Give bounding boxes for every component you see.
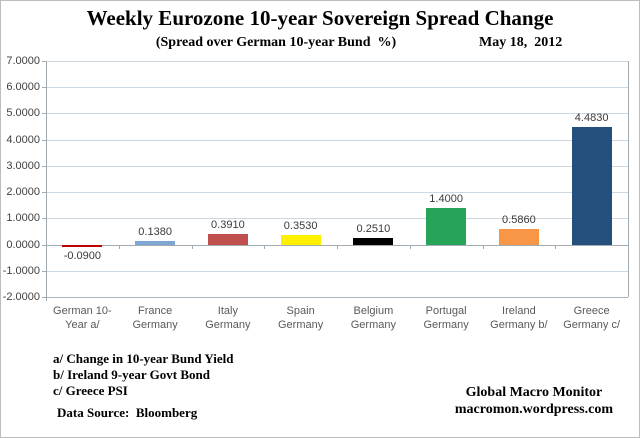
y-axis-tick-label: 3.0000 [6, 159, 40, 172]
bar [498, 229, 539, 245]
bar-value-label: 0.3910 [211, 219, 245, 232]
category-label: Italy Germany [205, 305, 251, 331]
y-axis-tick-label: 5.0000 [6, 107, 40, 120]
y-axis-tick-label: 2.0000 [6, 186, 40, 199]
y-axis-line [46, 61, 47, 301]
gridline [46, 165, 628, 167]
chart-date: May 18, 2012 [479, 35, 563, 50]
bar [353, 237, 394, 245]
bar-value-label: 1.4000 [429, 192, 463, 205]
bar [62, 244, 103, 247]
y-axis-tick [42, 87, 46, 89]
bar [426, 207, 467, 245]
category-axis-tick [46, 244, 47, 249]
chart-subtitle: (Spread over German 10-year Bund %) [155, 35, 397, 50]
bar [280, 235, 321, 245]
y-axis-tick [42, 192, 46, 194]
gridline [46, 297, 628, 298]
bar-value-label: 0.1380 [138, 225, 172, 238]
gridline [46, 139, 628, 141]
category-axis-tick [555, 244, 557, 249]
y-axis-tick-label: 6.0000 [6, 81, 40, 94]
gridline [46, 192, 628, 194]
y-axis-tick [42, 139, 46, 141]
y-axis-tick [42, 270, 46, 272]
category-axis-tick [628, 244, 629, 249]
bar-value-label: 0.3530 [283, 220, 318, 233]
y-axis-tick [42, 218, 46, 220]
category-label: France Germany [132, 305, 178, 331]
bar [571, 127, 612, 245]
credit-name: Global Macro Monitor [465, 385, 603, 400]
y-axis-tick [42, 244, 46, 246]
bar-value-label: -0.0900 [63, 249, 102, 262]
credit-url: macromon.wordpress.com [454, 402, 613, 417]
data-source: Data Source: Bloomberg [57, 405, 198, 420]
y-axis-tick-label: 4.0000 [6, 133, 40, 146]
bar [207, 234, 248, 245]
category-label: Greece Germany c/ [563, 305, 621, 331]
category-label: Spain Germany [278, 305, 324, 331]
category-axis-tick [118, 244, 120, 249]
y-axis-tick [42, 113, 46, 115]
category-axis-tick [264, 244, 266, 249]
y-axis-tick-label: 7.0000 [6, 55, 40, 67]
footnote-a: a/ Change in 10-year Bund Yield [53, 351, 234, 366]
y-axis-tick [42, 165, 46, 167]
footnote-c: c/ Greece PSI [53, 383, 128, 398]
plot-right-border [628, 61, 629, 297]
category-axis-tick [409, 244, 411, 249]
y-axis-tick-label: -2.0000 [2, 291, 40, 303]
y-axis-tick-label: -1.0000 [2, 264, 40, 277]
gridline [46, 270, 628, 272]
category-axis-tick [337, 244, 338, 249]
footnotes: a/ Change in 10-year Bund Yield b/ Irela… [53, 351, 233, 421]
y-axis-tick [42, 61, 46, 62]
category-axis-tick [191, 244, 193, 249]
category-label: Portugal Germany [423, 305, 469, 331]
chart-title: Weekly Eurozone 10-year Sovereign Spread… [86, 6, 554, 30]
footnote-b: b/ Ireland 9-year Govt Bond [53, 367, 210, 382]
y-axis-tick-label: 0.0000 [6, 238, 40, 251]
gridline [46, 113, 628, 115]
bar-value-label: 4.4830 [574, 112, 609, 124]
bar-value-label: 0.5860 [502, 214, 536, 227]
gridline [46, 218, 628, 220]
gridline [46, 87, 628, 89]
category-label: Belgium Germany [350, 305, 396, 331]
category-axis-tick [482, 244, 484, 249]
bar [135, 240, 176, 245]
category-label: German 10- Year a/ [53, 305, 112, 331]
y-axis-tick-label: 1.0000 [6, 212, 40, 225]
credit-block: Global Macro Monitor macromon.wordpress.… [455, 384, 613, 418]
gridline [46, 61, 628, 62]
category-label: Ireland Germany b/ [490, 305, 548, 331]
y-axis-tick [42, 297, 46, 298]
bar-value-label: 0.2510 [356, 222, 391, 235]
